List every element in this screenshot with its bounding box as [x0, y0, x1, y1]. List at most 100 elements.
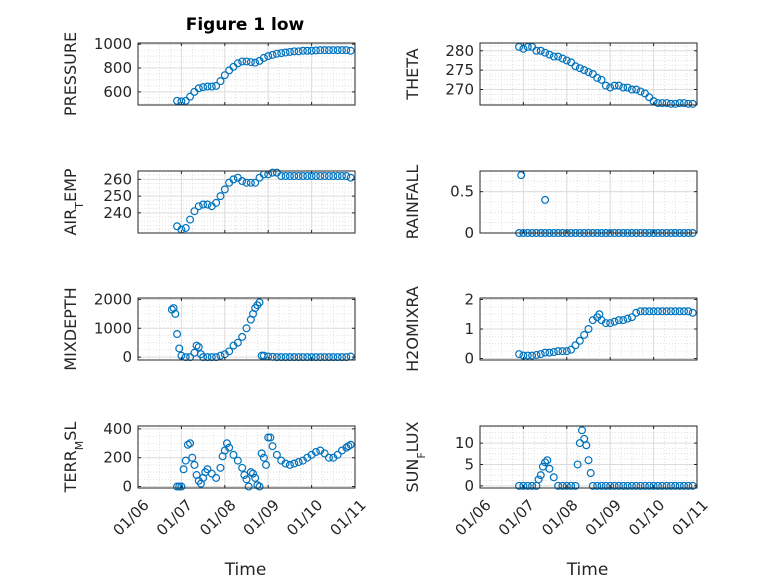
- x-tick-label: 01/09: [240, 496, 283, 539]
- data-point: [606, 481, 615, 490]
- data-point: [653, 307, 662, 316]
- subplot-mixdepth: 0 1000 2000 MIXDEPTH: [61, 287, 356, 371]
- data-point: [679, 99, 688, 108]
- data-point: [324, 172, 333, 181]
- data-point: [268, 442, 277, 451]
- data-point: [240, 471, 249, 480]
- data-point: [610, 81, 619, 90]
- data-point: [298, 172, 307, 181]
- data-point: [285, 353, 294, 362]
- data-point: [675, 307, 684, 316]
- data-point: [519, 481, 528, 490]
- data-point: [584, 325, 593, 334]
- data-point: [684, 99, 693, 108]
- subplot-terrmsl: 0 200 400 01/06 01/07 01/08 01/09 01/10 01/11 TER…: [61, 420, 370, 580]
- data-point: [342, 353, 351, 362]
- data-point: [584, 68, 593, 77]
- x-tick-label: 01/10: [625, 496, 668, 539]
- data-point: [188, 453, 197, 462]
- x-tick-label: 01/06: [109, 496, 152, 539]
- data-point: [294, 172, 303, 181]
- data-point: [175, 344, 184, 353]
- data-point: [253, 481, 262, 490]
- data-point: [311, 172, 320, 181]
- data-point: [536, 471, 545, 480]
- y-tick-label: 5: [464, 455, 474, 473]
- data-point: [229, 175, 238, 184]
- data-point: [346, 440, 355, 449]
- data-point: [549, 52, 558, 61]
- axes-box: [137, 42, 356, 106]
- data-point: [212, 81, 221, 90]
- data-point: [536, 46, 545, 55]
- data-point: [242, 475, 251, 484]
- data-point: [207, 469, 216, 478]
- data-point: [571, 62, 580, 71]
- data-point: [575, 64, 584, 73]
- data-point: [281, 48, 290, 57]
- data-point: [311, 46, 320, 55]
- data-point: [614, 81, 623, 90]
- data-point: [582, 441, 591, 450]
- data-point: [333, 450, 342, 459]
- data-point: [333, 172, 342, 181]
- data-point: [169, 304, 178, 313]
- data-point: [194, 84, 203, 93]
- data-point: [259, 453, 268, 462]
- data-point: [329, 172, 338, 181]
- data-point: [549, 348, 558, 357]
- data-point: [577, 426, 586, 435]
- data-point: [329, 353, 338, 362]
- data-point: [216, 463, 225, 472]
- y-tick-label: 1000: [94, 35, 132, 53]
- data-point: [281, 459, 290, 468]
- data-point: [216, 351, 225, 360]
- data-point: [220, 71, 229, 80]
- data-point: [183, 440, 192, 449]
- data-point: [662, 99, 671, 108]
- axes-box: [137, 425, 356, 489]
- data-point: [679, 307, 688, 316]
- y-tick-label: 1: [464, 320, 474, 338]
- data-point: [259, 53, 268, 62]
- data-point: [666, 307, 675, 316]
- data-point: [675, 99, 684, 108]
- data-point: [523, 351, 532, 360]
- data-point: [251, 58, 260, 67]
- data-point: [653, 481, 662, 490]
- data-point: [562, 481, 571, 490]
- data-point: [558, 481, 567, 490]
- data-point: [562, 56, 571, 65]
- data-point: [515, 350, 524, 359]
- data-point: [207, 82, 216, 91]
- data-point: [627, 85, 636, 94]
- data-point: [277, 353, 286, 362]
- data-point: [523, 481, 532, 490]
- data-point: [515, 481, 524, 490]
- data-point: [658, 307, 667, 316]
- data-point: [246, 468, 255, 477]
- data-point: [342, 46, 351, 55]
- data-point: [619, 316, 628, 325]
- y-axis-label: AIRTEMP: [61, 168, 86, 235]
- data-point: [316, 46, 325, 55]
- subplot-pressure: 600 800 1000 PRESSURE: [61, 32, 356, 116]
- y-tick-label: 240: [103, 204, 132, 222]
- data-point: [320, 46, 329, 55]
- data-point: [346, 46, 355, 55]
- data-point: [666, 481, 675, 490]
- data-point: [216, 77, 225, 86]
- axes-box: [479, 425, 698, 489]
- y-tick-label: 275: [445, 61, 474, 79]
- x-tick-label: 01/09: [582, 496, 625, 539]
- x-axis-label: Time: [566, 560, 609, 580]
- data-point: [303, 353, 312, 362]
- data-point: [562, 347, 571, 356]
- data-point: [684, 307, 693, 316]
- y-tick-label: 2: [464, 290, 474, 308]
- data-point: [588, 481, 597, 490]
- data-point: [320, 449, 329, 458]
- data-point: [636, 87, 645, 96]
- data-point: [606, 83, 615, 92]
